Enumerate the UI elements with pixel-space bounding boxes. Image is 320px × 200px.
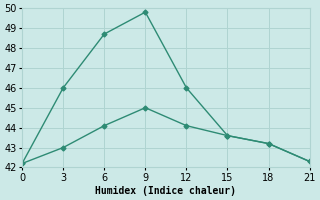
X-axis label: Humidex (Indice chaleur): Humidex (Indice chaleur) (95, 186, 236, 196)
